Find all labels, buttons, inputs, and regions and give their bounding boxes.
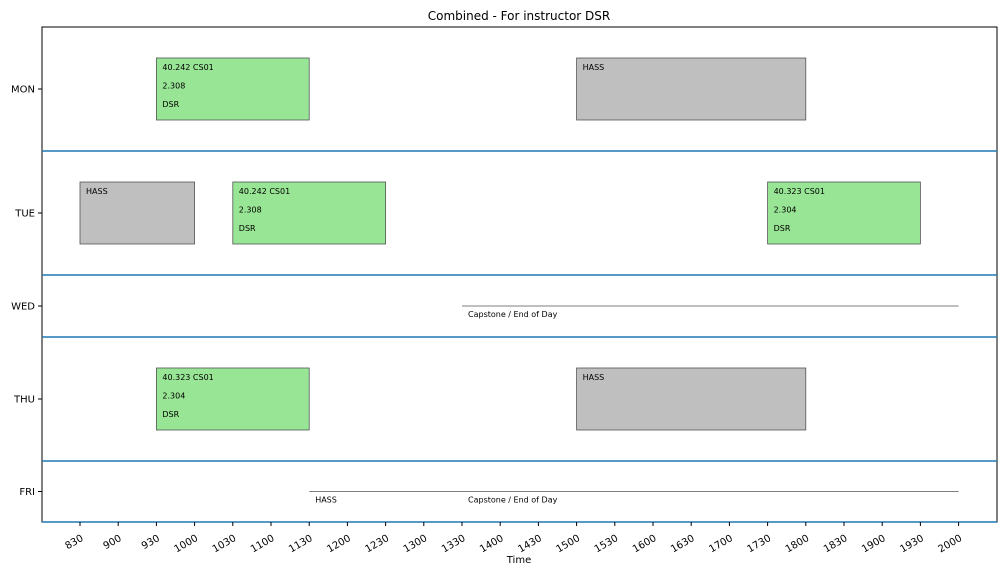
- block-text-7-1: HASS: [583, 373, 605, 382]
- x-tick-label-1430: 1430: [516, 533, 544, 555]
- x-tick-label-1800: 1800: [784, 533, 812, 555]
- x-tick-label-1400: 1400: [478, 533, 506, 555]
- day-label-tue: TUE: [14, 209, 35, 220]
- x-tick-label-830: 830: [63, 533, 85, 552]
- block-text-4-3: DSR: [239, 224, 256, 233]
- span-label-wed-1: Capstone / End of Day: [468, 310, 558, 319]
- span-label-fri-1: HASS: [315, 496, 337, 505]
- x-tick-label-1700: 1700: [707, 533, 735, 555]
- schedule-block-tue-3: [79, 181, 195, 245]
- x-tick-label-1530: 1530: [593, 533, 621, 555]
- day-label-mon: MON: [11, 85, 35, 96]
- x-tick-label-1200: 1200: [325, 533, 353, 555]
- x-tick-label-1300: 1300: [402, 533, 430, 555]
- x-tick-label-930: 930: [140, 533, 162, 552]
- day-label-thu: THU: [13, 395, 35, 406]
- x-tick-label-2000: 2000: [937, 533, 965, 555]
- schedule-block-thu-7: [576, 367, 807, 431]
- x-tick-label-1630: 1630: [669, 533, 697, 555]
- block-text-5-3: DSR: [774, 224, 791, 233]
- block-text-6-1: 40.323 CS01: [162, 373, 213, 382]
- plot-area: MON TUE WED THU FRI 830 900 930 1000 1030 1100 1130…: [11, 26, 998, 555]
- block-text-3-1: HASS: [86, 187, 108, 196]
- schedule-block-thu-6: [155, 367, 310, 431]
- span-label-fri-2: Capstone / End of Day: [468, 496, 558, 505]
- schedule-block-tue-4: [232, 181, 387, 245]
- block-text-4-2: 2.308: [239, 206, 262, 215]
- block-text-2-1: HASS: [583, 63, 605, 72]
- schedule-block-tue-5: [767, 181, 921, 245]
- x-tick-label-1900: 1900: [860, 533, 888, 555]
- block-text-1-1: 40.242 CS01: [162, 63, 213, 72]
- block-text-4-1: 40.242 CS01: [239, 187, 290, 196]
- x-tick-label-1130: 1130: [287, 533, 315, 555]
- schedule-block-mon-2: [576, 57, 807, 121]
- x-tick-label-1600: 1600: [631, 533, 659, 555]
- x-tick-label-1930: 1930: [898, 533, 926, 555]
- x-tick-label-1830: 1830: [822, 533, 850, 555]
- x-tick-label-1330: 1330: [440, 533, 468, 555]
- x-tick-label-1500: 1500: [555, 533, 583, 555]
- day-label-fri: FRI: [19, 487, 35, 498]
- x-tick-label-900: 900: [102, 533, 124, 552]
- block-text-6-2: 2.304: [162, 392, 185, 401]
- block-text-1-3: DSR: [162, 100, 179, 109]
- schedule-block-mon-1: [155, 57, 310, 121]
- block-text-1-2: 2.308: [162, 82, 185, 91]
- x-tick-label-1100: 1100: [249, 533, 277, 555]
- x-tick-label-1730: 1730: [746, 533, 774, 555]
- x-axis-label: Time: [506, 555, 531, 566]
- x-tick-label-1030: 1030: [211, 533, 239, 555]
- x-tick-label-1000: 1000: [173, 533, 201, 555]
- day-label-wed: WED: [11, 302, 35, 313]
- block-text-6-3: DSR: [162, 410, 179, 419]
- chart-title: Combined - For instructor DSR: [428, 9, 611, 23]
- block-text-5-2: 2.304: [774, 206, 797, 215]
- block-text-5-1: 40.323 CS01: [774, 187, 825, 196]
- x-tick-label-1230: 1230: [364, 533, 392, 555]
